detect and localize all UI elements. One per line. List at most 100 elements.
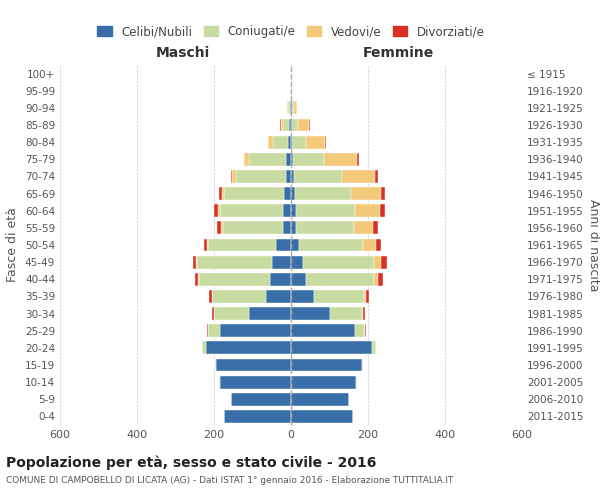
Bar	[362, 307, 364, 320]
Bar	[373, 222, 378, 234]
Bar	[220, 324, 291, 337]
Bar	[355, 324, 364, 337]
Bar	[296, 222, 354, 234]
Bar	[268, 136, 272, 148]
Bar	[214, 307, 248, 320]
Bar	[232, 393, 291, 406]
Bar	[284, 187, 291, 200]
Y-axis label: Fasce di età: Fasce di età	[7, 208, 19, 282]
Bar	[314, 290, 364, 303]
Bar	[324, 153, 357, 166]
Bar	[374, 273, 379, 285]
Bar	[193, 256, 196, 268]
Bar	[382, 256, 387, 268]
Bar	[283, 118, 289, 132]
Bar	[296, 204, 355, 217]
Bar	[281, 118, 283, 132]
Bar	[291, 204, 296, 217]
Bar	[291, 273, 307, 285]
Bar	[291, 102, 292, 114]
Bar	[292, 118, 298, 132]
Bar	[364, 307, 365, 320]
Bar	[354, 222, 373, 234]
Bar	[214, 204, 218, 217]
Bar	[286, 153, 291, 166]
Text: Maschi: Maschi	[156, 46, 211, 60]
Bar	[363, 238, 376, 252]
Legend: Celibi/Nubili, Coniugati/e, Vedovi/e, Divorziati/e: Celibi/Nubili, Coniugati/e, Vedovi/e, Di…	[92, 20, 490, 43]
Bar	[224, 410, 291, 423]
Bar	[292, 136, 305, 148]
Bar	[366, 290, 369, 303]
Bar	[220, 204, 283, 217]
Bar	[380, 204, 385, 217]
Bar	[291, 324, 355, 337]
Bar	[266, 290, 291, 303]
Bar	[219, 187, 222, 200]
Bar	[298, 118, 310, 132]
Bar	[379, 273, 383, 285]
Bar	[376, 238, 381, 252]
Bar	[291, 393, 349, 406]
Bar	[221, 222, 223, 234]
Bar	[208, 238, 275, 252]
Text: Popolazione per età, sesso e stato civile - 2016: Popolazione per età, sesso e stato civil…	[6, 455, 376, 469]
Bar	[216, 358, 291, 372]
Bar	[206, 238, 208, 252]
Bar	[364, 290, 366, 303]
Text: Femmine: Femmine	[363, 46, 434, 60]
Bar	[355, 204, 380, 217]
Bar	[283, 222, 291, 234]
Bar	[292, 102, 293, 114]
Bar	[206, 342, 291, 354]
Bar	[291, 222, 296, 234]
Bar	[232, 170, 236, 183]
Bar	[291, 170, 294, 183]
Bar	[217, 222, 221, 234]
Bar	[295, 187, 350, 200]
Bar	[224, 187, 284, 200]
Bar	[291, 238, 299, 252]
Bar	[305, 136, 325, 148]
Bar	[291, 118, 292, 132]
Bar	[291, 136, 292, 148]
Bar	[288, 102, 290, 114]
Bar	[215, 358, 216, 372]
Bar	[325, 136, 326, 148]
Bar	[290, 102, 291, 114]
Bar	[288, 136, 291, 148]
Bar	[294, 170, 342, 183]
Bar	[272, 136, 288, 148]
Bar	[220, 376, 291, 388]
Bar	[248, 307, 291, 320]
Bar	[291, 307, 329, 320]
Bar	[209, 290, 212, 303]
Bar	[287, 102, 288, 114]
Bar	[375, 170, 378, 183]
Bar	[302, 256, 374, 268]
Bar	[357, 153, 359, 166]
Bar	[218, 204, 220, 217]
Bar	[291, 153, 293, 166]
Bar	[307, 273, 374, 285]
Bar	[197, 256, 272, 268]
Bar	[299, 238, 363, 252]
Bar	[291, 342, 372, 354]
Bar	[199, 273, 270, 285]
Text: COMUNE DI CAMPOBELLO DI LICATA (AG) - Dati ISTAT 1° gennaio 2016 - Elaborazione : COMUNE DI CAMPOBELLO DI LICATA (AG) - Da…	[6, 476, 454, 485]
Bar	[196, 256, 197, 268]
Bar	[329, 307, 362, 320]
Bar	[219, 376, 220, 388]
Bar	[291, 376, 356, 388]
Bar	[291, 358, 362, 372]
Bar	[374, 256, 382, 268]
Bar	[195, 273, 198, 285]
Bar	[372, 342, 376, 354]
Bar	[244, 153, 249, 166]
Bar	[212, 307, 214, 320]
Bar	[362, 358, 364, 372]
Bar	[286, 170, 291, 183]
Bar	[208, 324, 220, 337]
Y-axis label: Anni di nascita: Anni di nascita	[587, 198, 600, 291]
Bar	[289, 118, 291, 132]
